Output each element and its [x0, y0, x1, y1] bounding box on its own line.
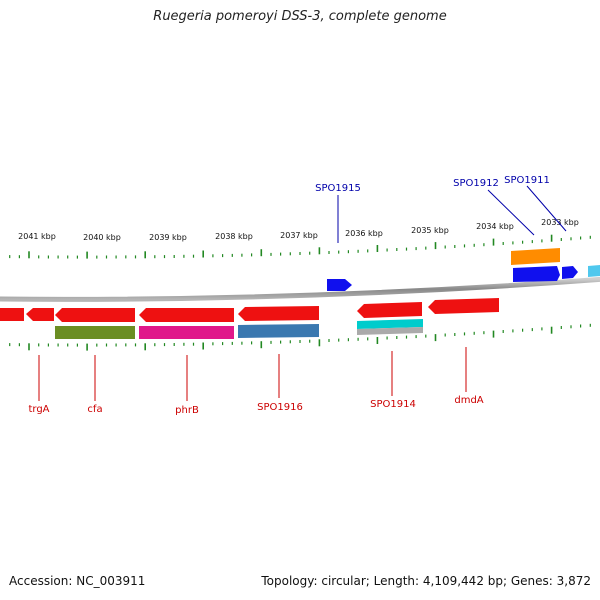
- scale-label-2036: 2036 kbp: [345, 229, 383, 238]
- label-phrb[interactable]: phrB: [175, 405, 199, 416]
- scale-label-2041: 2041 kbp: [18, 232, 56, 241]
- accession-text: Accession: NC_003911: [9, 574, 146, 588]
- connector-spo1912: [487, 189, 535, 236]
- features: [55, 319, 423, 339]
- feature-cyan[interactable]: [357, 319, 423, 329]
- scale-label-2035: 2035 kbp: [411, 226, 449, 235]
- label-spo1915[interactable]: SPO1915: [315, 183, 361, 194]
- scale-label-2037: 2037 kbp: [280, 231, 318, 240]
- topology-text: Topology: circular; Length: 4,109,442 bp…: [261, 574, 591, 588]
- scale-label-2034: 2034 kbp: [476, 222, 514, 231]
- gene-spo1915[interactable]: [327, 279, 352, 291]
- gene-cfa[interactable]: [55, 308, 135, 322]
- gene-trga[interactable]: [0, 308, 24, 321]
- gene-spo1911[interactable]: [562, 266, 578, 279]
- feature-orange[interactable]: [511, 248, 560, 265]
- label-trga[interactable]: trgA: [28, 404, 49, 415]
- connector-spo1911: [526, 185, 567, 232]
- feature-steelblue[interactable]: [238, 324, 319, 338]
- upper-scale-ticks: [9, 234, 591, 259]
- label-spo1912[interactable]: SPO1912: [453, 178, 499, 189]
- label-spo1916[interactable]: SPO1916: [257, 402, 303, 413]
- feature-olive[interactable]: [55, 326, 135, 339]
- label-spo1914[interactable]: SPO1914: [370, 399, 416, 410]
- map-title: Ruegeria pomeroyi DSS-3, complete genome: [153, 9, 447, 24]
- gene-dmda[interactable]: [428, 298, 499, 314]
- scale-label-2038: 2038 kbp: [215, 232, 253, 241]
- forward-genes: [327, 248, 600, 291]
- label-dmda[interactable]: dmdA: [454, 395, 483, 406]
- scale-label-2040: 2040 kbp: [83, 233, 121, 242]
- label-cfa[interactable]: cfa: [87, 404, 102, 415]
- scale-label-2033: 2033 kbp: [541, 218, 579, 227]
- gene-phrb[interactable]: [139, 308, 234, 322]
- label-spo1911[interactable]: SPO1911: [504, 175, 550, 186]
- gene-edge-right[interactable]: [588, 265, 600, 277]
- feature-grey[interactable]: [357, 327, 423, 335]
- gene-spo1912[interactable]: [513, 266, 560, 282]
- reverse-genes: [0, 298, 499, 322]
- gene-spo1914[interactable]: [357, 302, 422, 318]
- scale-label-2039: 2039 kbp: [149, 233, 187, 242]
- lower-scale-ticks: [9, 323, 591, 351]
- feature-magenta[interactable]: [139, 326, 234, 339]
- genome-backbone: [0, 276, 600, 302]
- gene-reverse-2[interactable]: [26, 308, 54, 321]
- gene-spo1916[interactable]: [238, 306, 319, 321]
